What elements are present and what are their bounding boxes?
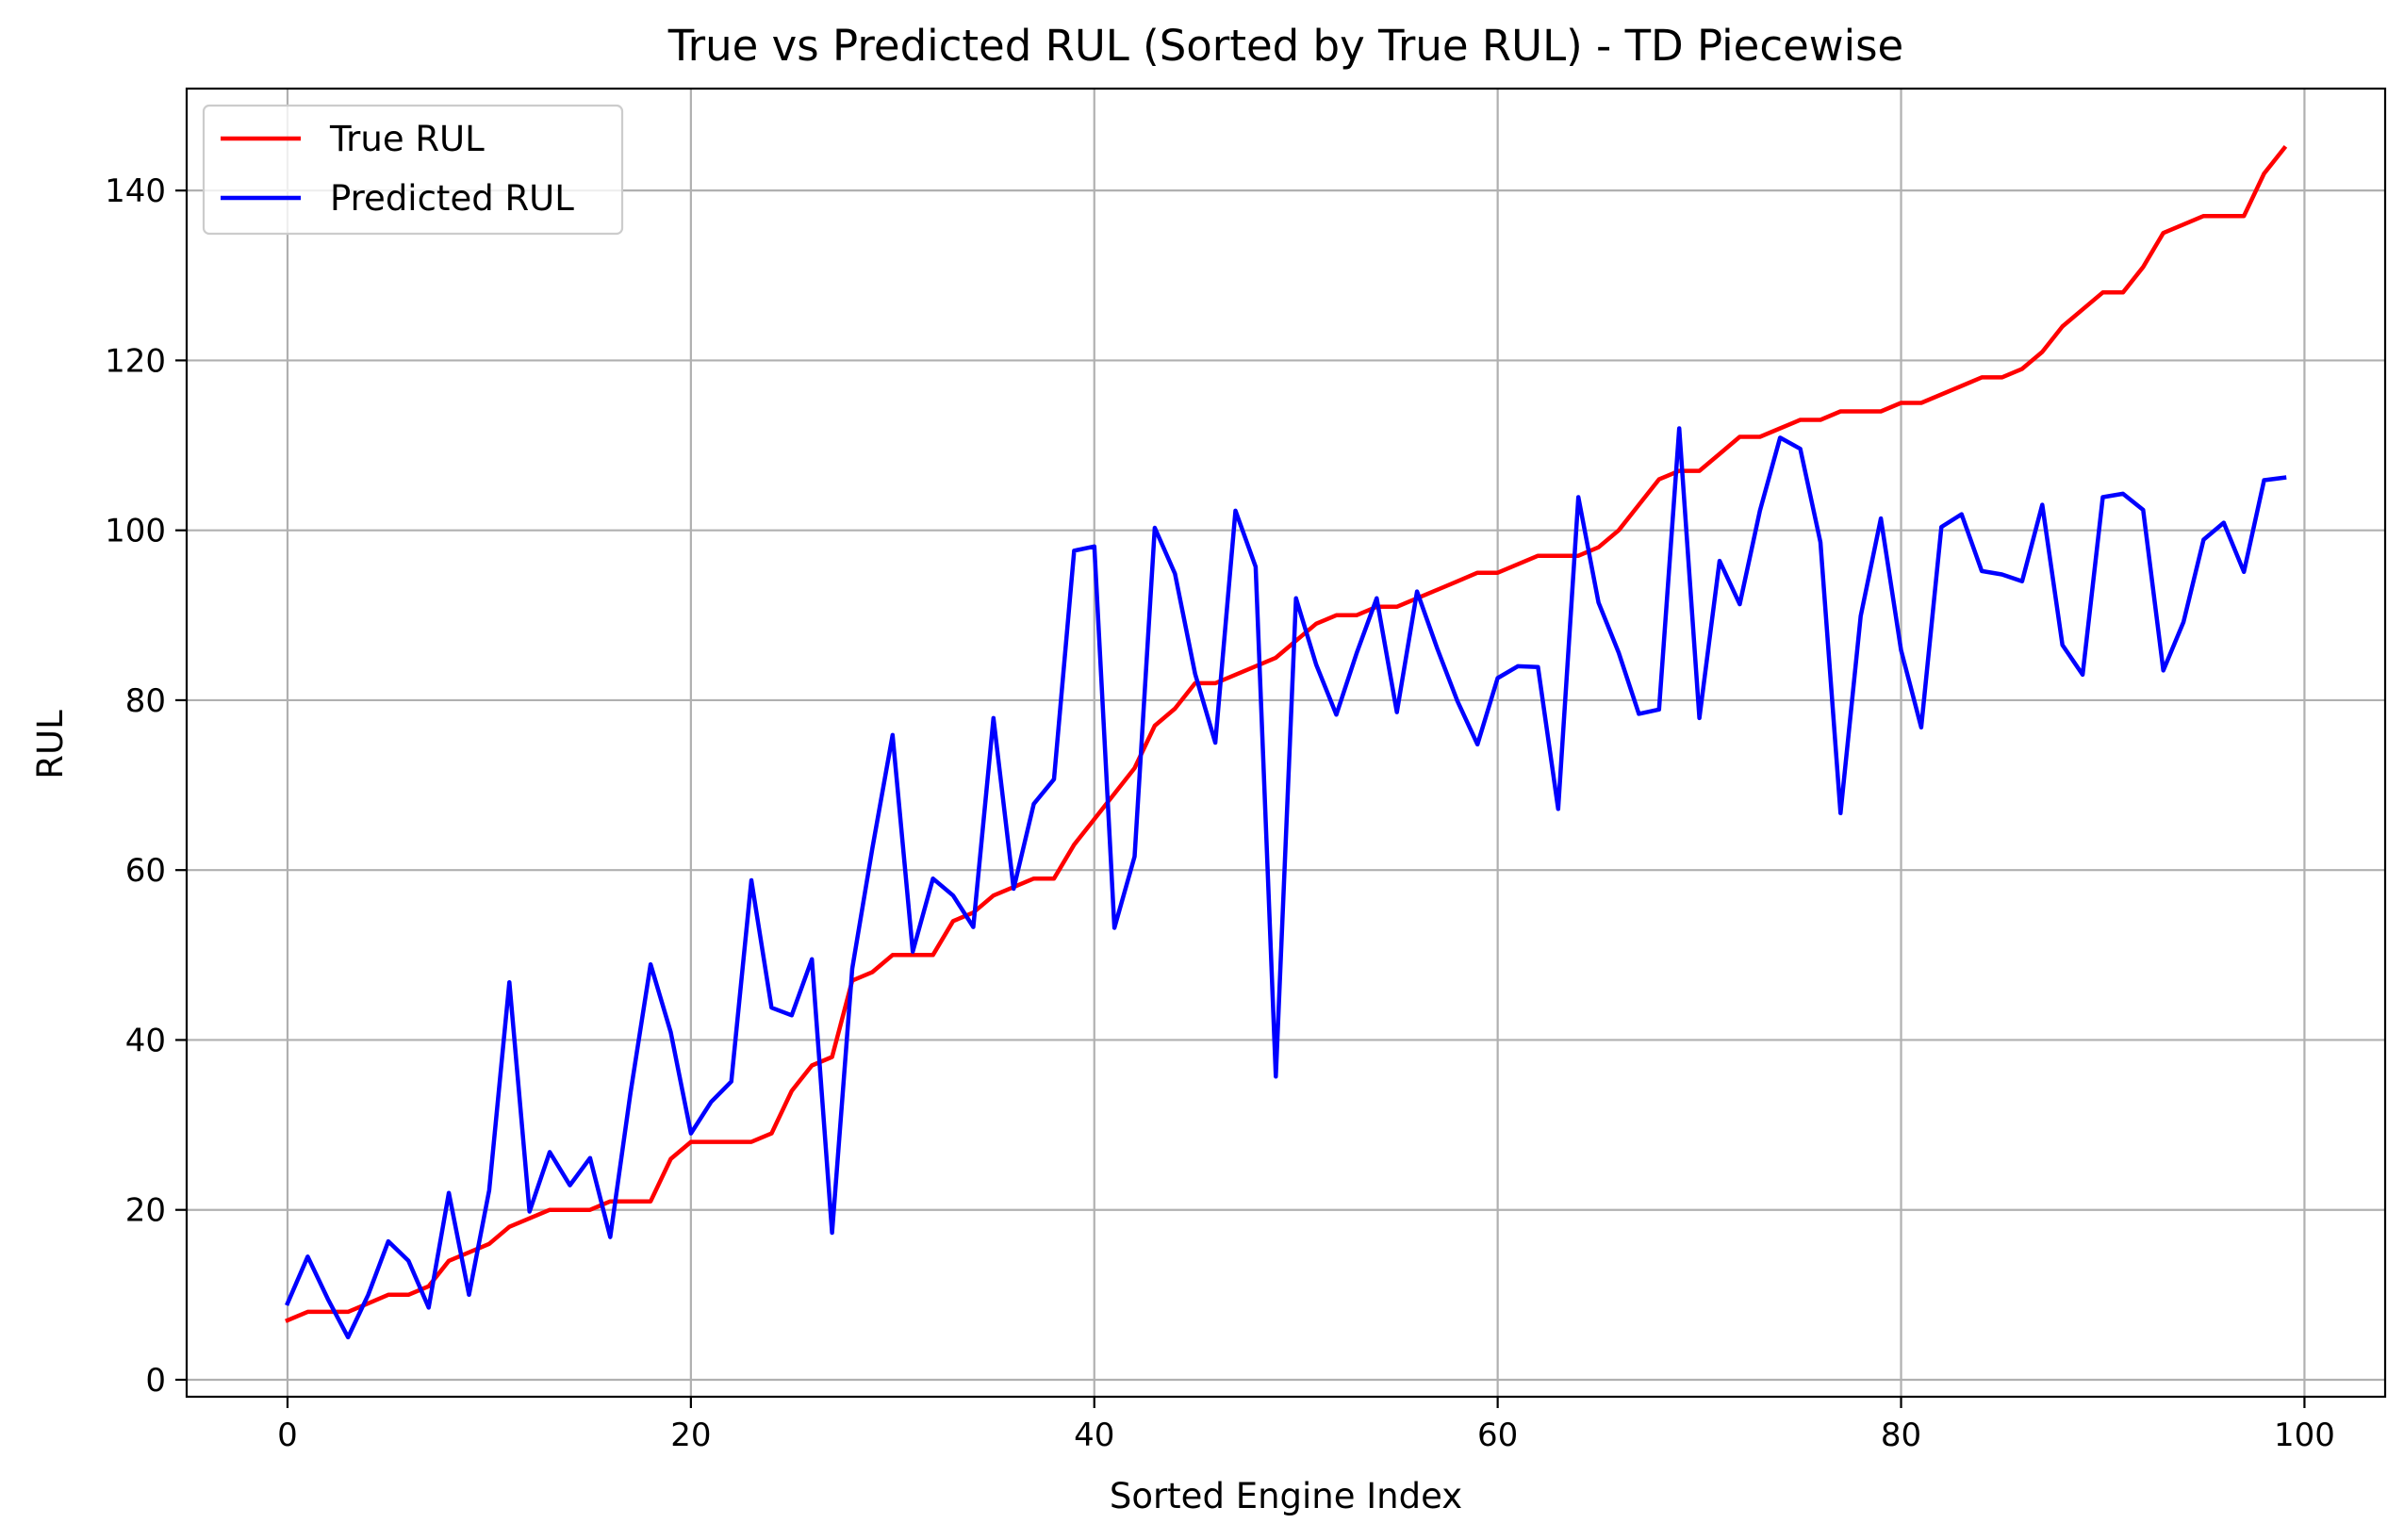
x-tick-label: 100 [2274,1417,2335,1454]
plot-area-frame [185,87,2387,1399]
y-tick-label: 60 [125,852,166,890]
y-tick-label: 0 [145,1362,166,1400]
y-tick-label: 80 [125,682,166,720]
x-tick-label: 20 [670,1417,711,1454]
x-tick-label: 40 [1074,1417,1114,1454]
x-tick-label: 60 [1477,1417,1518,1454]
x-tick-label: 80 [1881,1417,1921,1454]
y-axis-label: RUL [30,710,71,779]
y-tick-label: 40 [125,1022,166,1059]
legend-label-predicted-rul: Predicted RUL [330,178,574,219]
y-tick-label: 120 [105,342,166,380]
legend: True RUL Predicted RUL [202,104,624,236]
true-rul-line [285,144,2288,1323]
legend-label-true-rul: True RUL [329,119,485,159]
y-tick-label: 140 [105,172,166,210]
predicted-rul-line [285,426,2287,1340]
x-tick-label: 0 [277,1417,298,1454]
y-tick-label: 100 [105,513,166,550]
y-axis-ticks: 0 20 40 60 80 100 120 140 [105,172,187,1400]
series-lines [285,144,2288,1340]
legend-box [202,104,624,236]
y-tick-label: 20 [125,1192,166,1230]
chart-title: True vs Predicted RUL (Sorted by True RU… [667,21,1903,71]
x-axis-ticks: 0 20 40 60 80 100 [277,1397,2335,1454]
x-axis-label: Sorted Engine Index [1110,1476,1462,1516]
